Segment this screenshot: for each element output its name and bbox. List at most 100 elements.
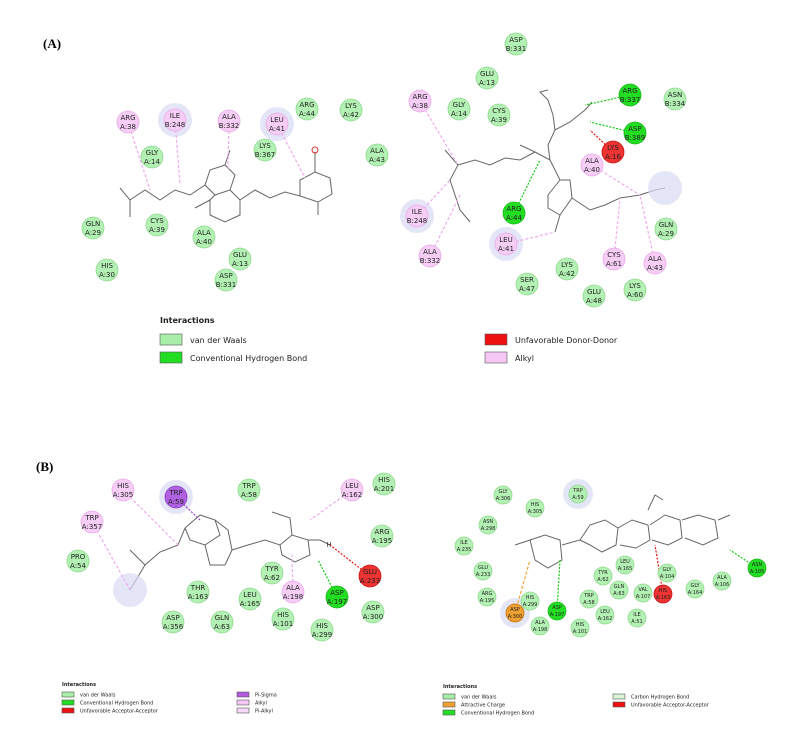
legend-swatch [612, 693, 626, 700]
residue-name: ARG [120, 114, 135, 122]
residue-id: A:40 [584, 166, 600, 174]
residue-name: LEU [620, 559, 630, 565]
residue-name: ARG [622, 87, 637, 95]
residue-disc [228, 247, 252, 271]
residue-disc [712, 571, 732, 591]
residue-id: A:54 [70, 562, 86, 570]
residue-name: THR [190, 584, 206, 592]
residue-id: A:162 [342, 491, 362, 499]
residue-id: B:389 [625, 134, 646, 142]
residue-name: GLN [215, 614, 230, 622]
residue-name: LEU [345, 482, 358, 490]
legend-swatch [236, 707, 250, 714]
residue-name: LYS [629, 282, 641, 290]
hydroxyl-h-atom: H [326, 541, 331, 549]
legend-swatch [442, 693, 456, 700]
residue-disc [408, 89, 432, 113]
legend-swatch [159, 333, 183, 346]
residue-id: A:14 [451, 110, 467, 118]
legend-label: van der Waals [190, 336, 247, 345]
